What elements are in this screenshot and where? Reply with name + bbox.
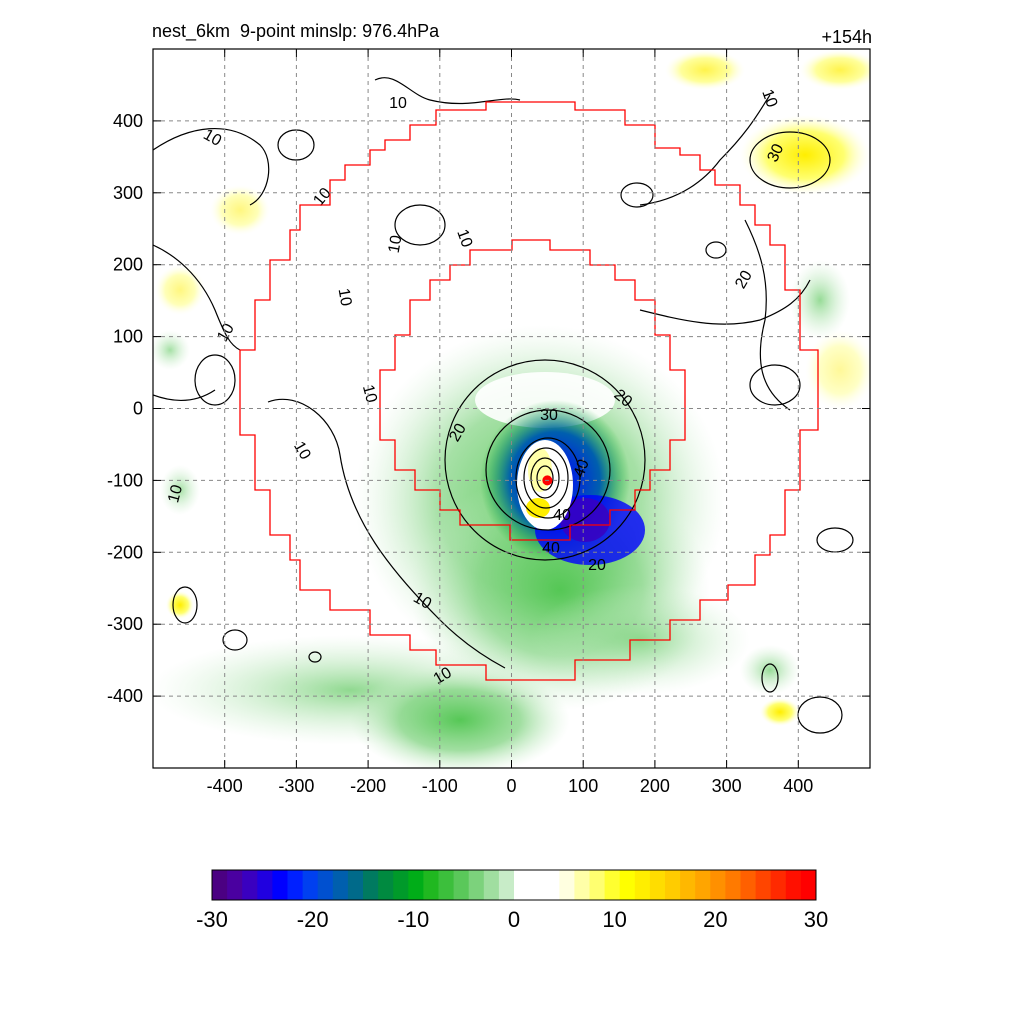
x-tick-label: 300 bbox=[712, 776, 742, 796]
y-tick-label: -100 bbox=[107, 470, 143, 490]
contour-label: 10 bbox=[389, 95, 407, 112]
colorbar-swatch bbox=[317, 870, 334, 900]
x-tick-label: -400 bbox=[207, 776, 243, 796]
x-tick-label: 200 bbox=[640, 776, 670, 796]
colorbar-tick-label: -10 bbox=[397, 907, 429, 932]
nest-boundaries bbox=[239, 101, 819, 681]
colorbar-swatch bbox=[770, 870, 787, 900]
y-tick-label: -400 bbox=[107, 686, 143, 706]
y-tick-label: 400 bbox=[113, 111, 143, 131]
y-tick-label: 200 bbox=[113, 255, 143, 275]
colorbar-swatch bbox=[589, 870, 606, 900]
colorbar-swatch bbox=[468, 870, 485, 900]
x-tick-label: -100 bbox=[422, 776, 458, 796]
contour-label: 20 bbox=[732, 268, 756, 292]
colorbar-swatch bbox=[695, 870, 711, 900]
colorbar-tick-labels: -30 -20 -10 0 10 20 30 bbox=[196, 907, 828, 932]
y-tick-label: -200 bbox=[107, 542, 143, 562]
colorbar-swatch bbox=[665, 870, 681, 900]
colorbar bbox=[211, 869, 817, 901]
colorbar-swatch bbox=[574, 870, 590, 900]
forecast-hour-label: +154h bbox=[821, 27, 872, 47]
x-tick-label: 100 bbox=[568, 776, 598, 796]
colorbar-tick-label: 10 bbox=[602, 907, 626, 932]
contour-label: 30 bbox=[764, 141, 787, 164]
y-tick-label: 100 bbox=[113, 327, 143, 347]
colorbar-swatch bbox=[408, 870, 424, 900]
contour-label: 30 bbox=[540, 407, 558, 424]
colorbar-tick-label: 20 bbox=[703, 907, 727, 932]
colorbar-swatch bbox=[634, 870, 651, 900]
colorbar-swatch bbox=[438, 870, 455, 900]
colorbar-swatch bbox=[710, 870, 726, 900]
colorbar-tick-label: 30 bbox=[804, 907, 828, 932]
colorbar-swatch bbox=[227, 870, 243, 900]
contour-label: 10 bbox=[758, 87, 780, 110]
colorbar-swatch bbox=[483, 870, 500, 900]
contour-label: 10 bbox=[335, 287, 355, 308]
chart-title: nest_6km 9-point minslp: 976.4hPa bbox=[152, 21, 440, 41]
colorbar-swatch bbox=[649, 870, 666, 900]
colorbar-swatch bbox=[287, 870, 304, 900]
x-tick-label: 400 bbox=[783, 776, 813, 796]
contour-label: 20 bbox=[446, 421, 470, 445]
shading-layer: 10 10 10 10 10 10 10 10 10 10 10 10 10 2… bbox=[153, 50, 870, 768]
colorbar-swatch bbox=[604, 870, 621, 900]
contour-label: 40 bbox=[553, 507, 571, 524]
colorbar-swatch bbox=[680, 870, 696, 900]
x-tick-label: -300 bbox=[278, 776, 314, 796]
y-tick-label: 0 bbox=[133, 399, 143, 419]
colorbar-swatch bbox=[347, 870, 364, 900]
colorbar-swatch bbox=[498, 870, 515, 900]
colorbar-swatch bbox=[332, 870, 349, 900]
colorbar-swatch bbox=[559, 870, 575, 900]
colorbar-swatch bbox=[725, 870, 741, 900]
colorbar-swatch bbox=[393, 870, 409, 900]
contour-label: 10 bbox=[214, 321, 238, 345]
contour-label: 10 bbox=[431, 664, 455, 688]
colorbar-swatch bbox=[800, 870, 817, 900]
plot-area: 10 10 10 10 10 10 10 10 10 10 10 10 10 2… bbox=[107, 48, 871, 796]
y-axis: 400 300 200 100 0 -100 -200 -300 -400 bbox=[107, 111, 870, 706]
contour-label: 20 bbox=[588, 557, 606, 574]
colorbar-frame bbox=[211, 869, 817, 901]
contour-labels: 10 10 10 10 10 10 10 10 10 10 10 10 10 2… bbox=[165, 87, 787, 688]
colorbar-swatch bbox=[619, 870, 636, 900]
colorbar-swatch bbox=[242, 870, 258, 900]
colorbar-swatch bbox=[755, 870, 772, 900]
colorbar-swatch bbox=[423, 870, 439, 900]
colorbar-swatch bbox=[212, 870, 228, 900]
colorbar-swatch bbox=[529, 870, 545, 900]
colorbar-swatch bbox=[453, 870, 470, 900]
x-axis: -400 -300 -200 -100 0 100 200 300 400 bbox=[207, 49, 813, 796]
colorbar-tick-label: -30 bbox=[196, 907, 228, 932]
contour-label: 10 bbox=[200, 126, 224, 150]
contour-label: 10 bbox=[165, 483, 186, 505]
colorbar-swatch bbox=[363, 870, 379, 900]
x-tick-label: -200 bbox=[350, 776, 386, 796]
contour-label: 10 bbox=[453, 227, 475, 250]
contour-label: 40 bbox=[571, 457, 593, 480]
colorbar-swatch bbox=[785, 870, 802, 900]
contour-label: 10 bbox=[386, 234, 406, 255]
colorbar-swatch bbox=[272, 870, 288, 900]
colorbar-swatch bbox=[514, 870, 530, 900]
colorbar-swatch bbox=[257, 870, 273, 900]
contour-label: 10 bbox=[359, 383, 380, 405]
colorbar-swatch bbox=[302, 870, 319, 900]
colorbar-swatch bbox=[544, 870, 560, 900]
x-tick-label: 0 bbox=[506, 776, 516, 796]
colorbar-swatch bbox=[740, 870, 757, 900]
contour-label: 10 bbox=[410, 589, 434, 613]
colorbar-swatch bbox=[378, 870, 394, 900]
y-tick-label: -300 bbox=[107, 614, 143, 634]
colorbar-tick-label: -20 bbox=[297, 907, 329, 932]
contour-label: 40 bbox=[542, 540, 560, 557]
y-tick-label: 300 bbox=[113, 183, 143, 203]
colorbar-tick-label: 0 bbox=[508, 907, 520, 932]
